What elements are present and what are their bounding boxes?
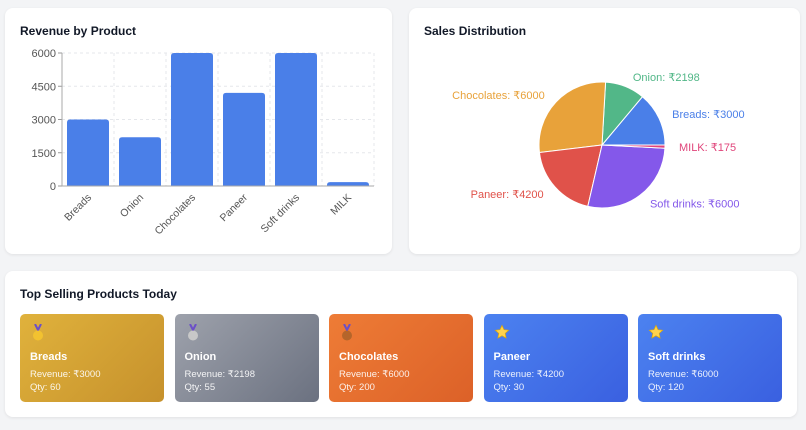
top-selling-title: Top Selling Products Today bbox=[20, 287, 177, 301]
product-card-soft-drinks[interactable]: Soft drinks Revenue: ₹6000 Qty: 120 bbox=[638, 314, 782, 402]
slice-paneer bbox=[538, 144, 603, 207]
bar-milk bbox=[327, 182, 369, 186]
bronze-medal-icon bbox=[339, 323, 355, 342]
pie-chart-title: Sales Distribution bbox=[424, 24, 527, 38]
y-tick-label: 3000 bbox=[32, 115, 56, 127]
slice-label: Onion: ₹2198 bbox=[633, 72, 700, 84]
pie-chart: Breads: ₹3000 Onion: ₹2198 Chocolates: ₹60… bbox=[452, 72, 744, 210]
product-revenue: Revenue: ₹4200 bbox=[493, 369, 565, 380]
bar-onion bbox=[119, 137, 161, 186]
revenue-card: Revenue by Product 0 1500 3000 4500 6000 Brea… bbox=[5, 8, 392, 254]
product-name: Onion bbox=[184, 351, 217, 363]
star-icon bbox=[648, 324, 664, 342]
product-card-breads[interactable]: Breads Revenue: ₹3000 Qty: 60 bbox=[20, 314, 164, 402]
product-qty: Qty: 30 bbox=[493, 382, 525, 393]
slice-milk bbox=[601, 144, 666, 149]
product-card-paneer[interactable]: Paneer Revenue: ₹4200 Qty: 30 bbox=[483, 314, 628, 402]
product-name: Breads bbox=[30, 351, 68, 363]
slice-label: Soft drinks: ₹6000 bbox=[650, 198, 740, 210]
y-tick-label: 6000 bbox=[32, 48, 56, 60]
product-qty: Qty: 60 bbox=[30, 382, 61, 393]
product-name: Paneer bbox=[493, 351, 531, 363]
x-tick-label: Paneer bbox=[218, 191, 251, 224]
slice-label: Paneer: ₹4200 bbox=[471, 189, 544, 201]
product-revenue: Revenue: ₹6000 bbox=[648, 369, 719, 380]
bar-chart: 0 1500 3000 4500 6000 Breads Onion Chocolates Pa… bbox=[32, 48, 375, 238]
product-revenue: Revenue: ₹2198 bbox=[184, 369, 256, 380]
y-tick-label: 4500 bbox=[32, 81, 56, 93]
product-name: Chocolates bbox=[339, 351, 399, 363]
x-tick-label: Onion bbox=[118, 192, 146, 220]
x-tick-label: Soft drinks bbox=[259, 192, 303, 236]
bar-chart-title: Revenue by Product bbox=[20, 24, 137, 38]
slice-breads bbox=[600, 95, 666, 146]
slice-label: Breads: ₹3000 bbox=[672, 109, 744, 121]
product-name: Soft drinks bbox=[648, 351, 706, 363]
x-tick-label: Breads bbox=[62, 192, 94, 224]
y-tick-label: 1500 bbox=[32, 148, 56, 160]
product-card-chocolates[interactable]: Chocolates Revenue: ₹6000 Qty: 200 bbox=[329, 314, 473, 402]
product-qty: Qty: 55 bbox=[184, 382, 216, 393]
y-tick-label: 0 bbox=[50, 181, 56, 193]
bar-chocolates bbox=[171, 53, 213, 186]
x-tick-label: MILK bbox=[328, 192, 354, 218]
bar-paneer bbox=[223, 92, 265, 186]
product-qty: Qty: 200 bbox=[339, 382, 375, 393]
star-icon bbox=[494, 324, 510, 342]
gold-medal-icon bbox=[30, 323, 46, 342]
product-revenue: Revenue: ₹6000 bbox=[339, 369, 410, 380]
product-revenue: Revenue: ₹3000 bbox=[30, 369, 101, 380]
distribution-card: Sales Distribution Breads: ₹3000 Onion: ₹… bbox=[409, 8, 800, 254]
top-selling-card: Top Selling Products Today Breads Revenu… bbox=[5, 271, 797, 417]
bar-soft-drinks bbox=[275, 53, 317, 186]
silver-medal-icon bbox=[185, 323, 201, 342]
x-tick-label: Chocolates bbox=[152, 192, 198, 238]
slice-label: Chocolates: ₹6000 bbox=[452, 90, 545, 102]
slice-soft-drinks bbox=[587, 144, 666, 209]
slice-label: MILK: ₹175 bbox=[679, 142, 736, 154]
bar-breads bbox=[67, 119, 109, 186]
product-card-onion[interactable]: Onion Revenue: ₹2198 Qty: 55 bbox=[174, 314, 319, 402]
product-qty: Qty: 120 bbox=[648, 382, 684, 393]
slice-chocolates bbox=[538, 81, 607, 154]
